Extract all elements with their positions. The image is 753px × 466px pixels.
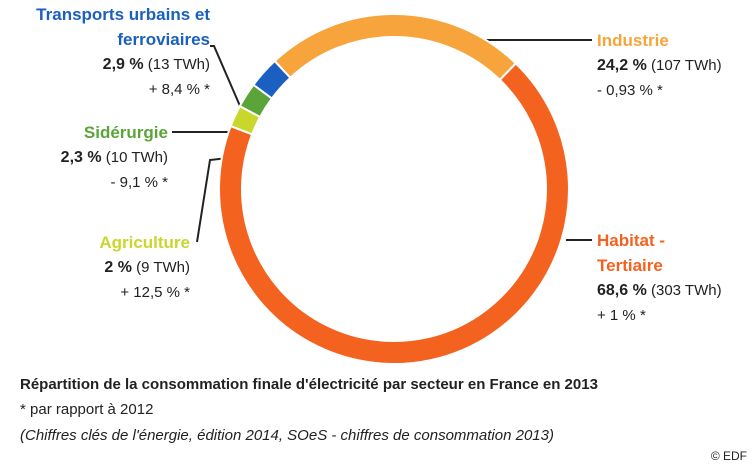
value-line: 24,2 % (107 TWh) xyxy=(597,53,747,78)
change-label: + 1 % * xyxy=(597,307,646,324)
data-label: Habitat - Tertiaire 68,6 % (303 TWh) + 1 %… xyxy=(597,228,722,328)
value-line: 68,6 % (303 TWh) xyxy=(597,278,722,303)
chart-subtitle: * par rapport à 2012 xyxy=(20,401,154,418)
donut-segment xyxy=(218,61,570,365)
energy-label: (10 TWh) xyxy=(105,149,168,166)
energy-label: (107 TWh) xyxy=(650,57,722,74)
category-label: Sidérurgie xyxy=(83,123,168,142)
value-label: 2 % xyxy=(104,259,132,276)
leader-line xyxy=(210,45,241,107)
value-line: 2 % (9 TWh) xyxy=(40,255,190,280)
energy-label: (13 TWh) xyxy=(147,56,210,73)
category-label: Habitat - Tertiaire xyxy=(597,231,665,275)
value-line: 2,9 % (13 TWh) xyxy=(5,52,210,77)
data-label: Sidérurgie 2,3 % (10 TWh) - 9,1 % * xyxy=(0,120,168,195)
chart-title: Répartition de la consommation finale d'… xyxy=(20,376,598,393)
category-label: Transports urbains et ferroviaires xyxy=(36,5,210,49)
category-label: Industrie xyxy=(597,31,669,50)
category-label: Agriculture xyxy=(99,233,190,252)
leader-lines xyxy=(172,39,592,243)
change-label: - 0,93 % * xyxy=(597,82,663,99)
energy-label: (9 TWh) xyxy=(136,259,190,276)
change-label: + 12,5 % * xyxy=(120,284,190,301)
data-label: Transports urbains et ferroviaires 2,9 % … xyxy=(5,2,210,102)
chart-credit: © EDF xyxy=(710,449,747,463)
data-label: Industrie 24,2 % (107 TWh) - 0,93 % * xyxy=(597,28,747,103)
change-label: + 8,4 % * xyxy=(148,81,210,98)
donut-segment xyxy=(252,59,292,100)
value-label: 24,2 % xyxy=(597,57,647,74)
value-label: 2,3 % xyxy=(60,149,102,166)
value-line: 2,3 % (10 TWh) xyxy=(0,145,168,170)
change-label: - 9,1 % * xyxy=(110,174,168,191)
value-label: 68,6 % xyxy=(597,282,647,299)
value-label: 2,9 % xyxy=(102,56,144,73)
chart-source: (Chiffres clés de l'énergie, édition 201… xyxy=(20,427,554,444)
data-label: Agriculture 2 % (9 TWh) + 12,5 % * xyxy=(40,230,190,305)
donut-segment xyxy=(273,13,518,82)
energy-label: (303 TWh) xyxy=(650,282,722,299)
